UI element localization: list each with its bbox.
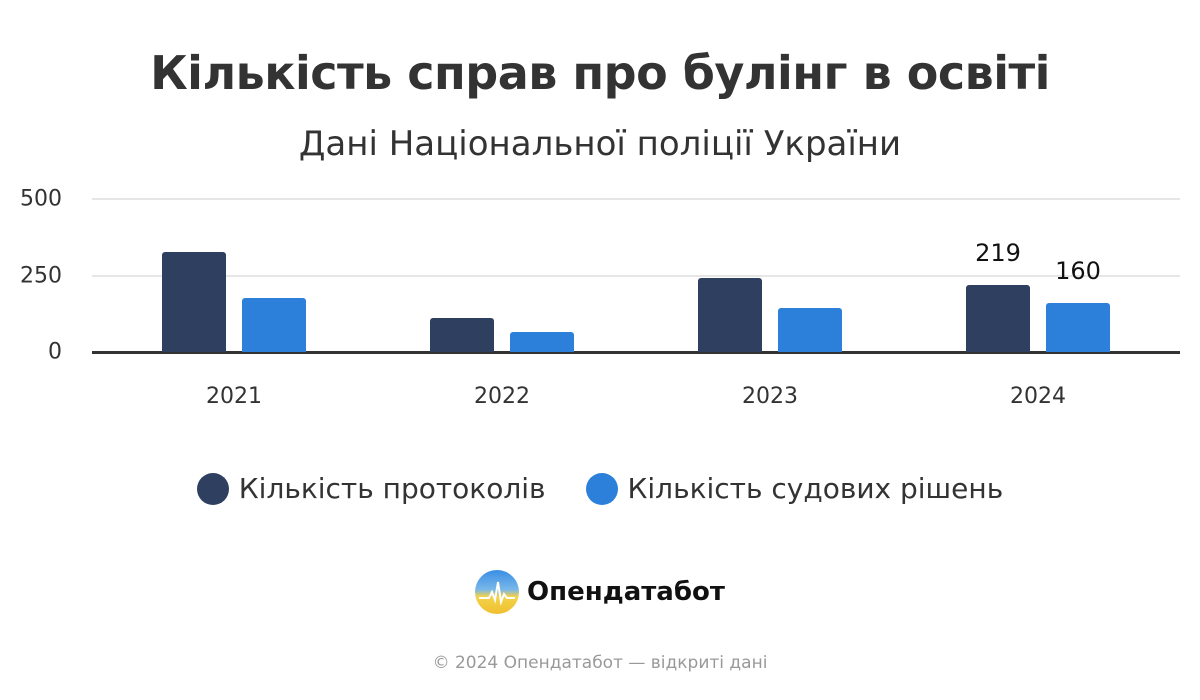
- bar-protocols-2022[interactable]: [430, 318, 494, 352]
- bar-protocols-2021[interactable]: [162, 251, 226, 352]
- legend-label: Кількість протоколів: [238, 472, 546, 505]
- data-label: 160: [1055, 257, 1101, 286]
- plot-area: [92, 198, 1180, 354]
- x-tick-label: 2022: [474, 384, 530, 409]
- bar-decisions-2024[interactable]: [1046, 303, 1110, 352]
- chart-subtitle: Дані Національної поліції України: [298, 124, 902, 164]
- y-tick-label: 250: [20, 263, 62, 288]
- x-axis-line: [92, 351, 1180, 354]
- legend-item-protocols[interactable]: Кількість протоколів: [196, 472, 546, 505]
- brand: Опендатабот: [0, 570, 1200, 614]
- legend-dot-icon: [196, 472, 229, 505]
- gridline: [92, 274, 1180, 277]
- bar-decisions-2022[interactable]: [510, 332, 574, 352]
- bar-decisions-2023[interactable]: [778, 307, 842, 352]
- x-tick-label: 2023: [742, 384, 798, 409]
- chart-title: Кількість справ про булінг в освіті: [150, 46, 1050, 100]
- x-tick-label: 2021: [206, 384, 262, 409]
- bar-protocols-2024[interactable]: [966, 285, 1030, 352]
- legend-label: Кількість судових рішень: [627, 472, 1004, 505]
- legend: Кількість протоколів Кількість судових р…: [0, 472, 1200, 505]
- opendatabot-logo-icon: [475, 570, 520, 614]
- brand-name: Опендатабот: [527, 577, 725, 607]
- gridline: [92, 198, 1180, 200]
- footer-copyright: © 2024 Опендатабот — відкриті дані: [432, 653, 768, 673]
- bar-protocols-2023[interactable]: [698, 277, 762, 352]
- y-tick-label: 0: [48, 339, 62, 365]
- legend-dot-icon: [585, 472, 618, 505]
- legend-item-decisions[interactable]: Кількість судових рішень: [585, 472, 1004, 505]
- bar-decisions-2021[interactable]: [242, 298, 306, 352]
- data-label: 219: [975, 238, 1021, 267]
- y-tick-label: 500: [20, 186, 62, 212]
- x-tick-label: 2024: [1010, 384, 1066, 409]
